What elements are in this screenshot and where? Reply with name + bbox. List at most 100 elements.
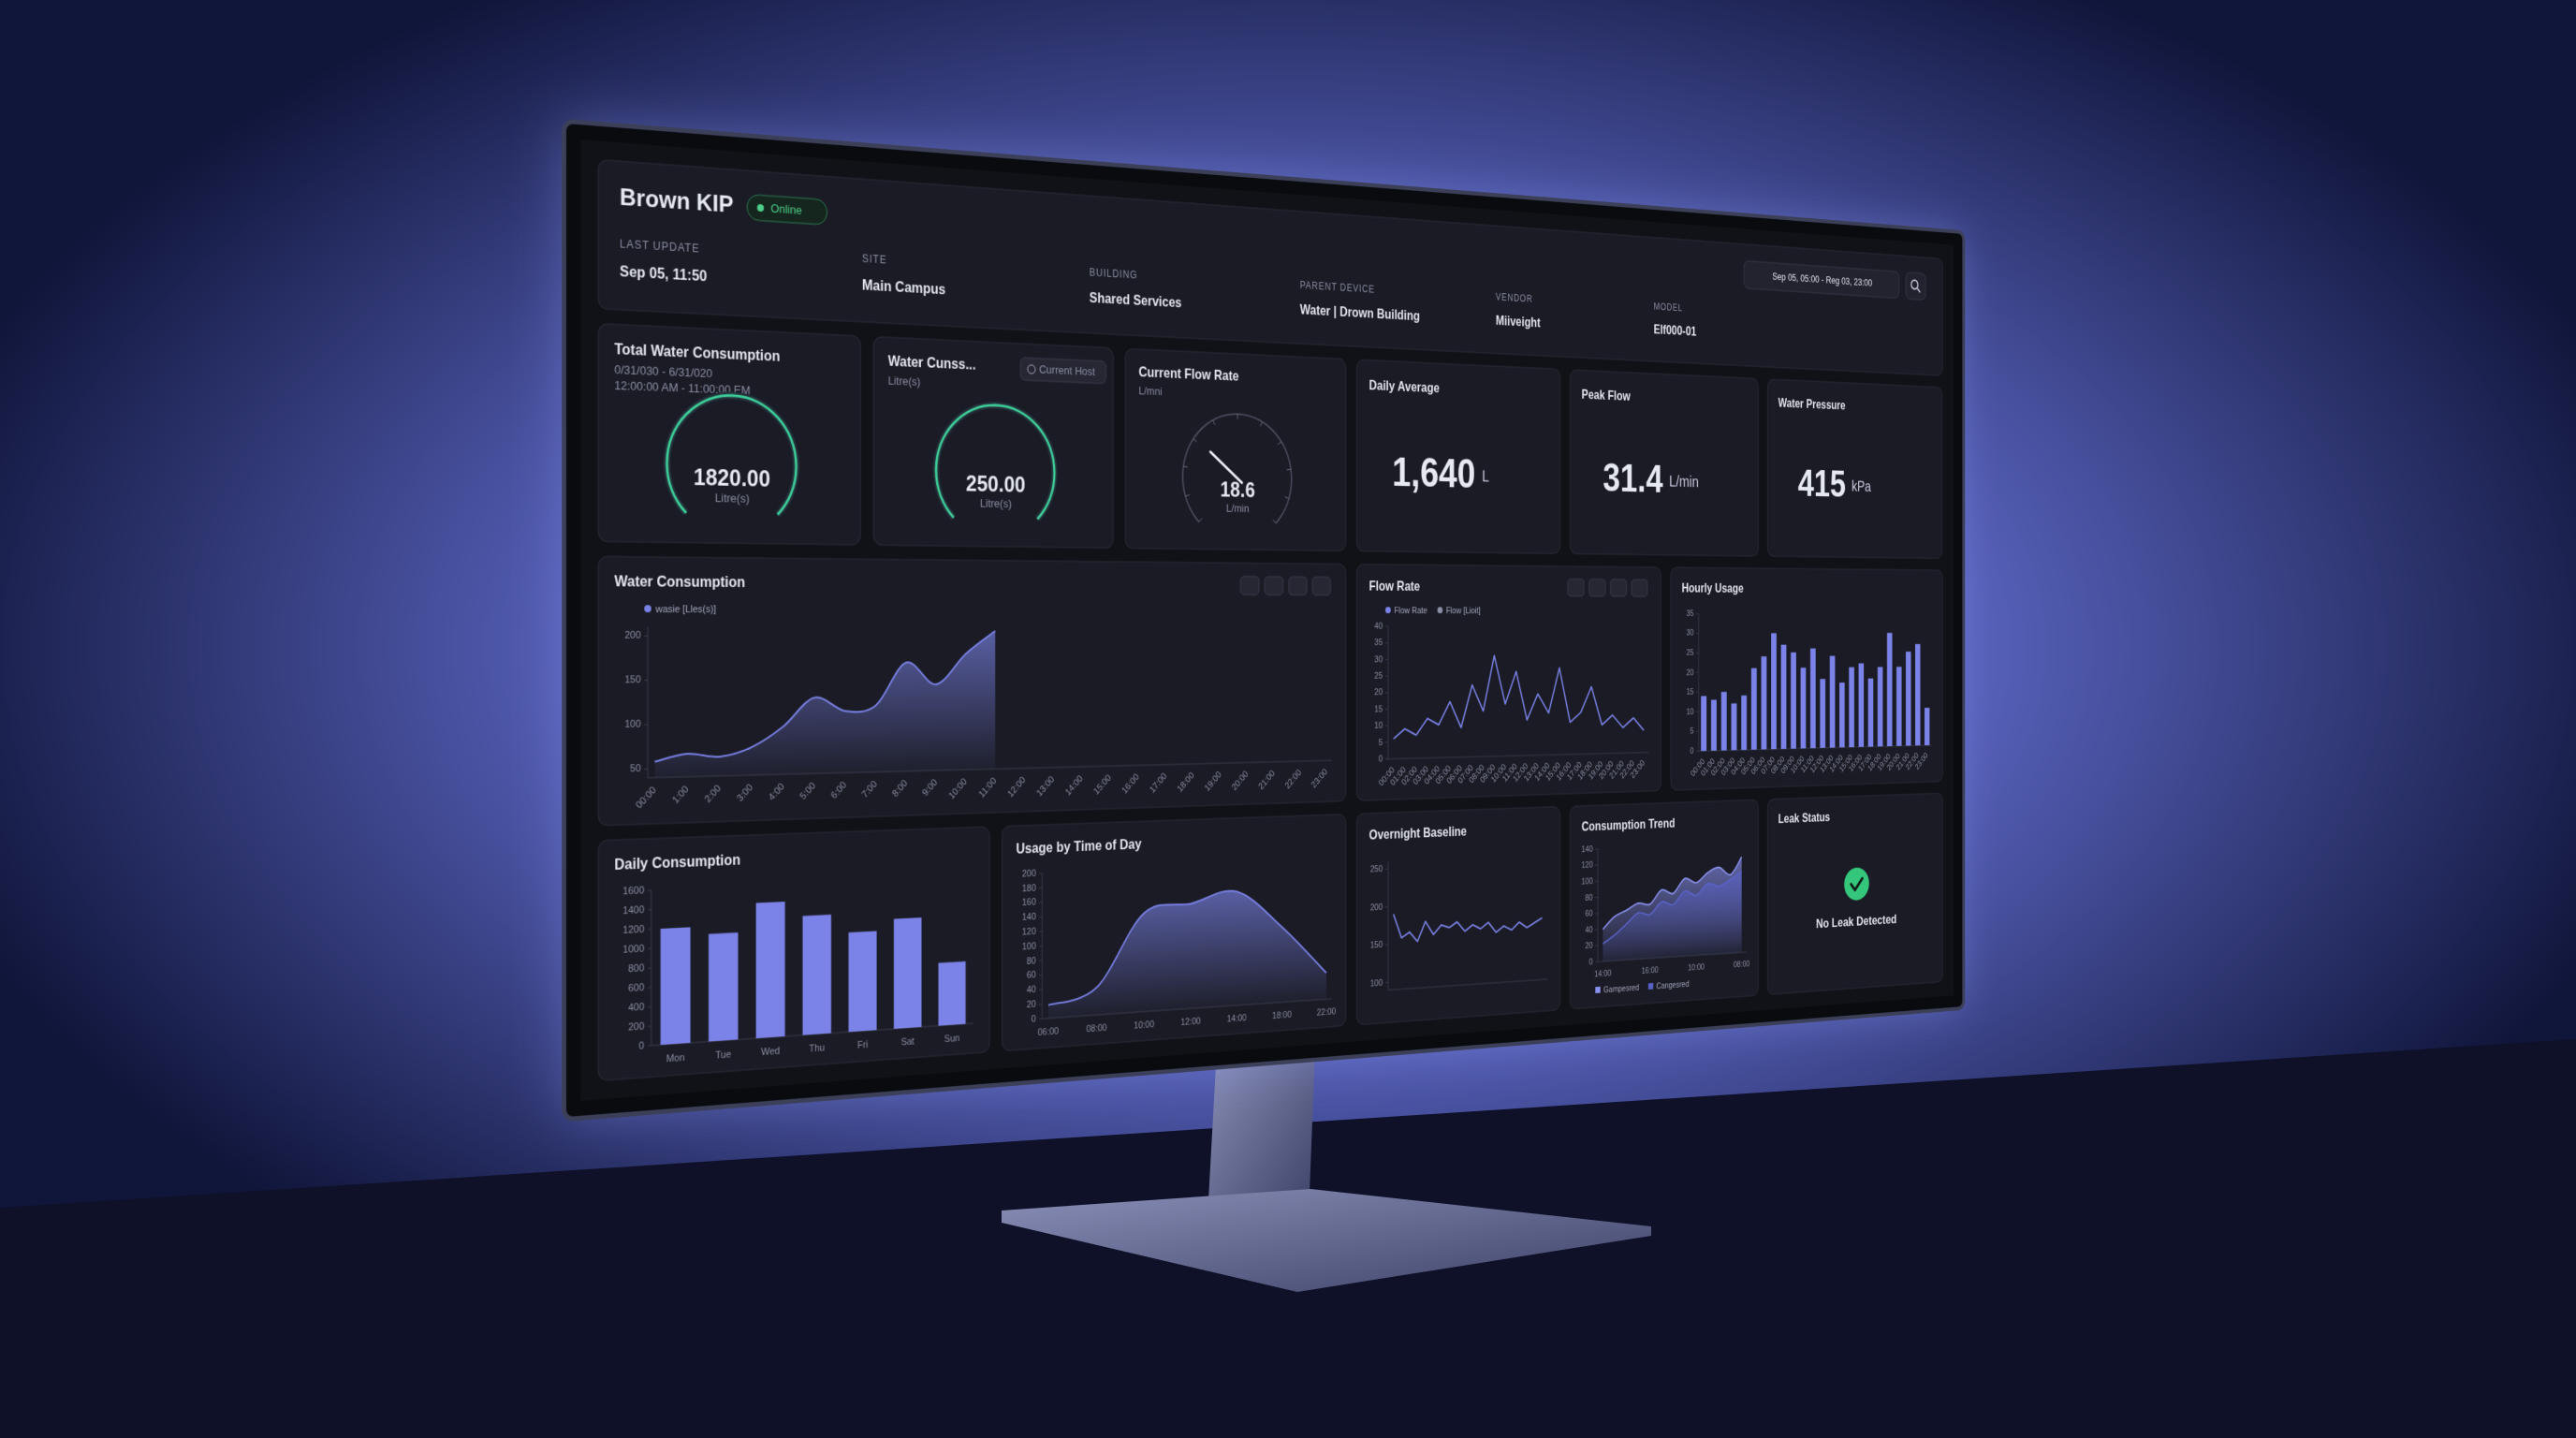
kpi-unit: kPa (1852, 478, 1871, 495)
x-tick-label: Mon (666, 1052, 685, 1064)
x-tick-label: 22:00 (1317, 1006, 1336, 1018)
gauge-unit: L/min (1226, 502, 1249, 515)
bar (1731, 703, 1737, 751)
gauge-subtitle: 0/31/030 - 6/31/020 (614, 362, 712, 380)
chart-title: Consumption Trend (1582, 817, 1676, 834)
y-tick-label: 1200 (622, 924, 644, 936)
bar (1839, 682, 1845, 748)
y-tick-label: 15 (1374, 704, 1383, 714)
y-tick-label: 0 (1379, 754, 1383, 764)
chart-title: Usage by Time of Day (1016, 838, 1141, 858)
y-tick-label: 20 (1585, 941, 1592, 951)
y-tick-label: 120 (1022, 926, 1036, 937)
bar (1750, 668, 1757, 750)
bar (1849, 667, 1854, 748)
toolbar-button[interactable] (1312, 577, 1330, 594)
toolbar-button[interactable] (1289, 577, 1307, 595)
chart-title: Flow Rate (1369, 580, 1421, 594)
y-tick-label: 200 (628, 1020, 644, 1033)
stand-neck (1208, 1049, 1315, 1217)
field-value: Sep 05, 11:50 (620, 264, 708, 285)
bar (1800, 668, 1807, 749)
legend-label: Flow Rate (1394, 606, 1427, 616)
y-tick-label: 150 (1370, 940, 1383, 950)
bar (1710, 699, 1717, 751)
kpi-unit: L/min (1669, 473, 1699, 491)
gauge-value: 18.6 (1221, 478, 1255, 502)
toolbar-button[interactable] (1589, 580, 1605, 596)
x-tick-label: 16:00 (1642, 965, 1659, 976)
y-tick-label: 0 (1690, 746, 1694, 756)
x-tick-label: Sat (901, 1036, 915, 1049)
y-tick-label: 250 (1370, 864, 1383, 874)
gauge-subtitle: 12:00:00 AM - 11:00:00 EM (614, 378, 750, 397)
y-tick-label: 0 (1589, 957, 1593, 967)
legend-swatch (1647, 982, 1654, 990)
y-tick-label: 60 (1585, 909, 1592, 919)
kpi-value: 31.4 (1603, 457, 1662, 501)
y-tick-label: 5 (1379, 738, 1383, 748)
y-tick-label: 800 (628, 962, 644, 975)
kpi-text: 1,640 L (1392, 450, 1489, 497)
gauge-value: 1820.00 (694, 465, 770, 492)
y-tick-label: 1600 (622, 885, 644, 897)
bar (1906, 652, 1911, 746)
bar (660, 927, 691, 1046)
x-tick-label: 10:00 (1134, 1020, 1154, 1032)
y-tick-label: 35 (1687, 609, 1694, 618)
y-tick-label: 100 (1370, 977, 1383, 989)
y-tick-label: 1000 (622, 943, 644, 955)
kpi-value: 415 (1798, 462, 1846, 505)
gauge-unit: Litre(s) (715, 492, 750, 506)
y-tick-label: 200 (1370, 902, 1383, 913)
legend-swatch (1437, 607, 1443, 614)
status-text: Online (770, 201, 802, 217)
x-tick-label: Wed (761, 1046, 780, 1058)
bar (893, 917, 922, 1029)
kpi-title: Daily Average (1369, 379, 1440, 396)
x-tick-label: 14:00 (1227, 1013, 1247, 1024)
gauge-title: Water Cunss... (888, 354, 976, 373)
toolbar-button[interactable] (1610, 580, 1626, 596)
x-tick-label: 06:00 (1038, 1026, 1059, 1038)
search-button[interactable] (1906, 272, 1925, 301)
bar (1761, 656, 1767, 750)
y-tick-label: 0 (1032, 1014, 1036, 1025)
bar (1791, 652, 1796, 749)
bar (1924, 707, 1930, 746)
bar (1780, 644, 1787, 750)
gauge-unit: Litre(s) (980, 497, 1012, 511)
x-tick-label: 10:00 (1688, 962, 1705, 973)
y-tick-label: 100 (624, 719, 640, 730)
field-label: MODEL (1654, 301, 1683, 314)
y-tick-label: 100 (1581, 876, 1592, 887)
y-tick-label: 5 (1690, 726, 1694, 736)
kpi-value: 1,640 (1392, 450, 1475, 497)
field-label: PARENT DEVICE (1300, 280, 1375, 295)
bar (1820, 679, 1826, 748)
y-tick-label: 30 (1374, 654, 1383, 665)
toolbar-button[interactable] (1568, 579, 1585, 596)
y-tick-label: 25 (1374, 671, 1383, 682)
x-tick-label: 08:00 (1734, 960, 1749, 970)
toolbar-button[interactable] (1265, 577, 1283, 595)
y-tick-label: 50 (630, 763, 640, 774)
bar (1877, 667, 1883, 747)
field-label: LAST UPDATE (620, 238, 699, 255)
legend-swatch (644, 605, 651, 613)
toolbar-button[interactable] (1632, 580, 1647, 596)
y-tick-label: 200 (1022, 868, 1036, 879)
kpi-text: 415 kPa (1798, 462, 1871, 506)
bar (1701, 696, 1707, 752)
x-tick-label: 18:00 (1272, 1009, 1292, 1020)
toolbar-button[interactable] (1240, 577, 1259, 595)
legend-label: Cangesred (1656, 979, 1689, 991)
y-tick-label: 160 (1022, 897, 1036, 908)
bar (938, 961, 966, 1026)
chart-title: Overnight Baseline (1369, 825, 1468, 843)
status-badge (747, 194, 827, 225)
y-tick-label: 120 (1581, 860, 1592, 871)
legend-swatch (1385, 607, 1391, 614)
legend-label: Gampesred (1603, 983, 1639, 995)
